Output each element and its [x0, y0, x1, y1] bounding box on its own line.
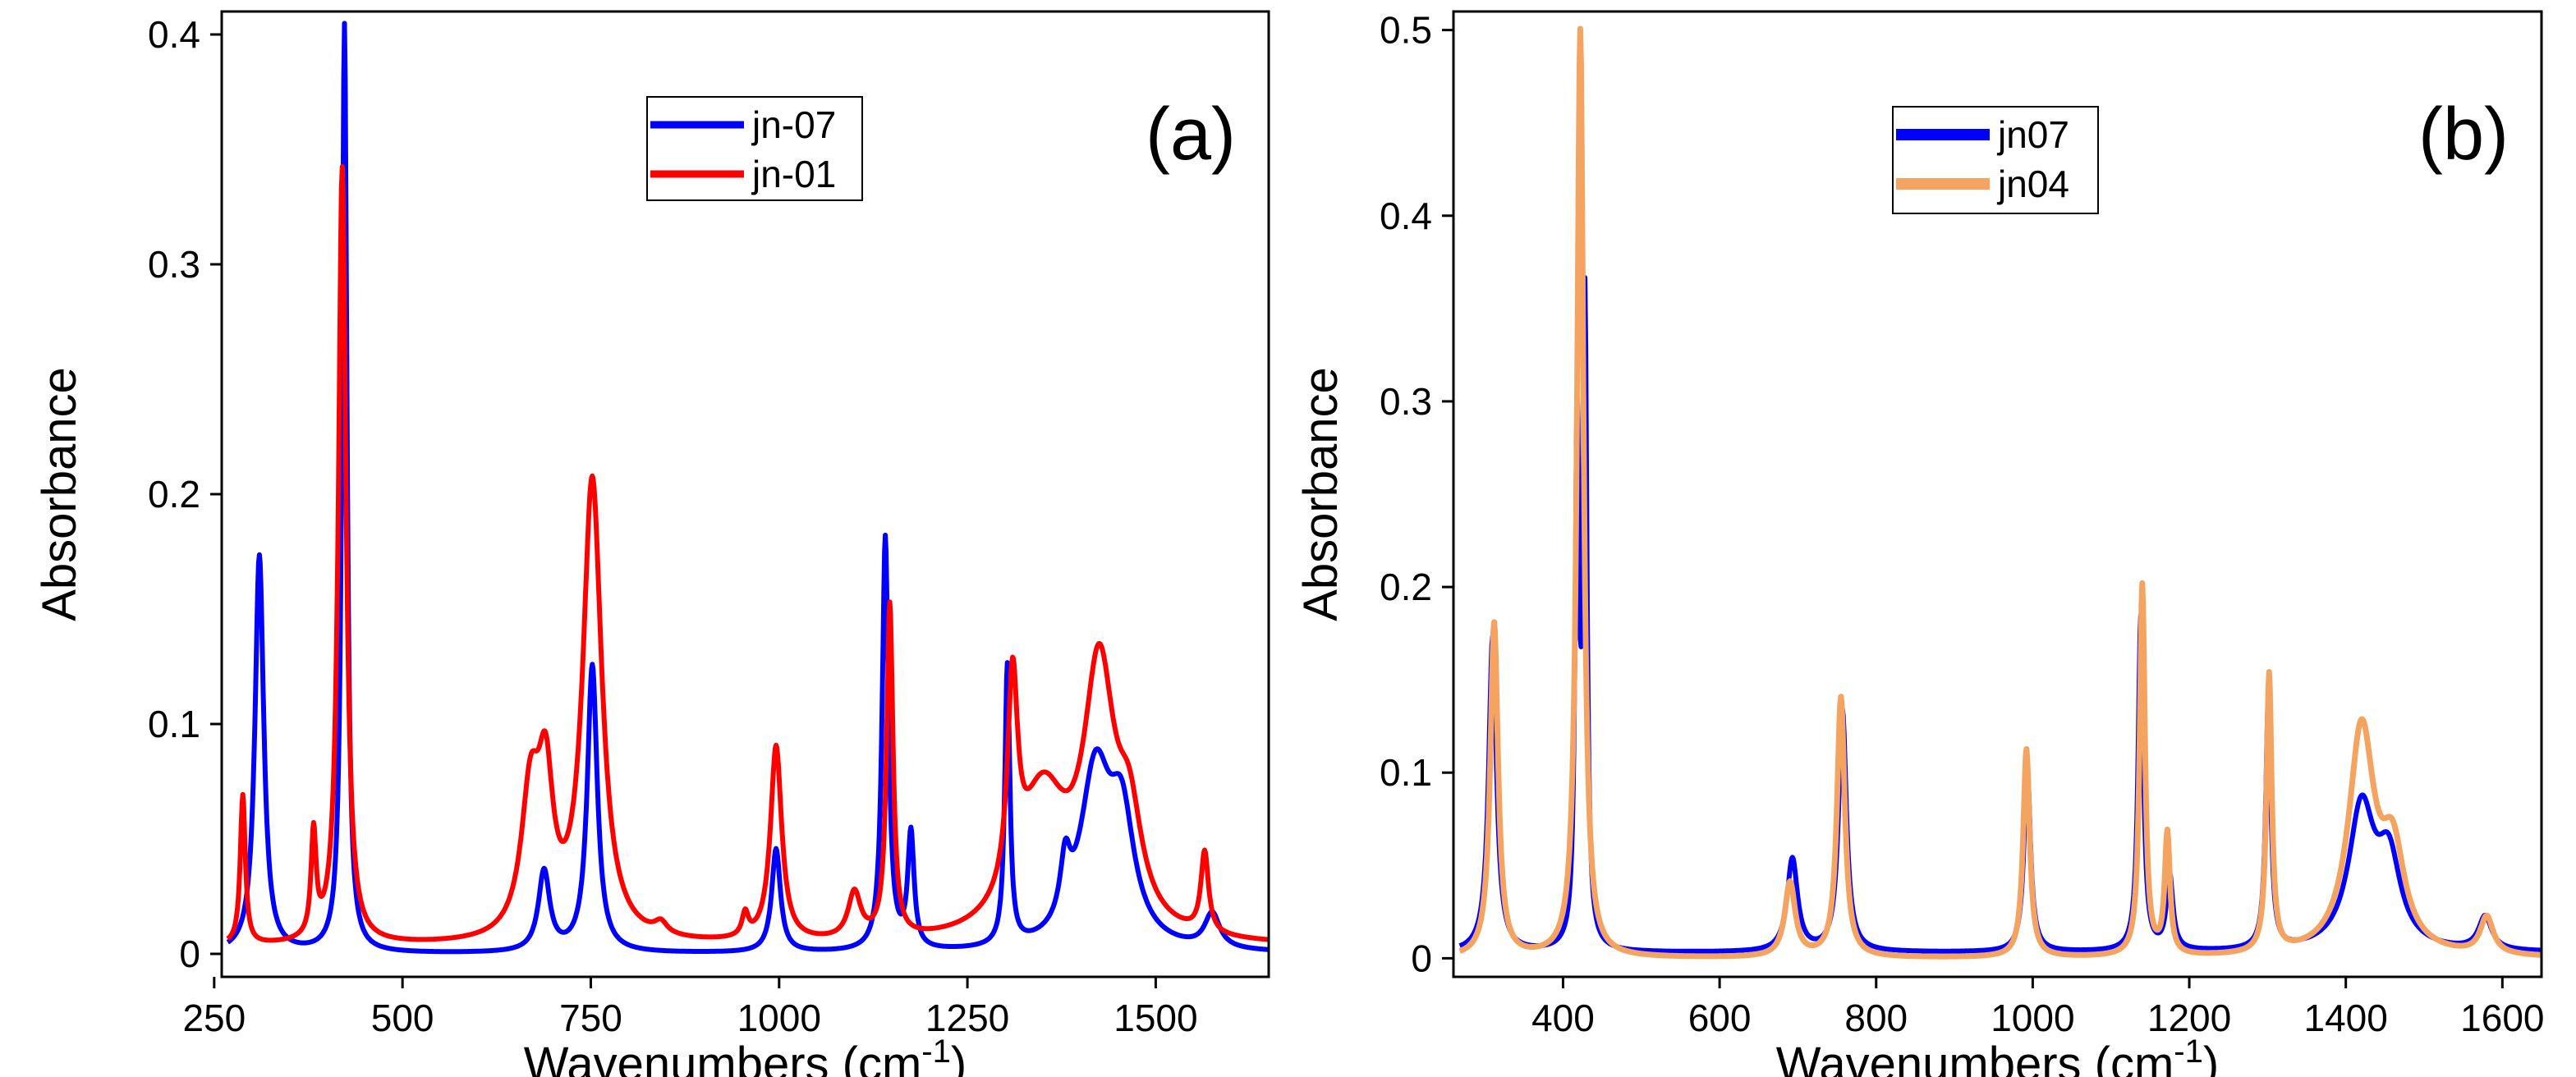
- y-tick-label: 0: [1411, 937, 1432, 979]
- x-tick-label: 600: [1688, 997, 1752, 1039]
- series-line-jn-01: [226, 163, 1269, 943]
- legend-box-b: [1892, 106, 2099, 214]
- x-tick-label: 500: [371, 997, 434, 1039]
- ticks-b: 400 600 800 1000 1200 1400 1600 0 0.1 0.2 0.3 0.4 0.…: [1380, 9, 2544, 1039]
- series-layer-b: [1458, 25, 2542, 960]
- ticks-a: 250 500 750 1000 1250 1500 0 0.1 0.2 0.3 0.4: [148, 13, 1198, 1039]
- y-tick-label: 0.2: [148, 473, 200, 516]
- x-tick-label: 400: [1531, 997, 1595, 1039]
- x-axis-label-b: Wavenumbers (cm-1): [1776, 1033, 2219, 1077]
- x-tick-label: 1400: [2304, 997, 2388, 1039]
- legend-b: jn07 jn04: [1892, 106, 2099, 214]
- y-tick-label: 0.2: [1380, 566, 1432, 608]
- y-axis-label-b: Absorbance: [1294, 367, 1348, 621]
- series-line-jn04: [1458, 25, 2542, 960]
- legend-label-jn04: jn04: [1996, 163, 2069, 205]
- legend-label-jn-01: jn-01: [751, 153, 836, 195]
- y-tick-label: 0.4: [1380, 195, 1432, 237]
- legend-label-jn07: jn07: [1996, 113, 2069, 156]
- plot-frame-b: [1452, 10, 2543, 978]
- y-axis-label-a: Absorbance: [33, 367, 86, 621]
- series-layer-a: [226, 21, 1269, 955]
- legend-a: jn-07 jn-01: [646, 96, 863, 201]
- legend-box-a: [646, 96, 863, 201]
- y-tick-label: 0.5: [1380, 9, 1432, 52]
- y-tick-label: 0.3: [148, 243, 200, 286]
- y-tick-label: 0.1: [148, 703, 200, 745]
- x-tick-label: 1500: [1114, 997, 1197, 1039]
- y-tick-label: 0.4: [148, 13, 200, 56]
- x-tick-label: 250: [182, 997, 246, 1039]
- panel-label-b: (b): [2418, 94, 2509, 176]
- panel-label-a: (a): [1146, 94, 1236, 176]
- y-tick-label: 0: [179, 933, 200, 975]
- chart-panel-b: 400 600 800 1000 1200 1400 1600 0 0.1 0.2 0.3 0.4 0.…: [1294, 9, 2545, 1077]
- x-tick-label: 1000: [1991, 997, 2074, 1039]
- series-line-jn07: [1458, 275, 2542, 954]
- chart-panel-a: 250 500 750 1000 1250 1500 0 0.1 0.2 0.3 0.4 (a) j…: [33, 10, 1270, 1077]
- legend-label-jn-07: jn-07: [751, 103, 836, 146]
- y-tick-label: 0.1: [1380, 751, 1432, 794]
- x-tick-label: 1250: [925, 997, 1009, 1039]
- x-tick-label: 750: [559, 997, 622, 1039]
- series-line-jn-07: [226, 21, 1269, 955]
- x-tick-label: 800: [1844, 997, 1908, 1039]
- x-tick-label: 1000: [737, 997, 821, 1039]
- x-tick-label: 1200: [2147, 997, 2231, 1039]
- x-tick-label: 1600: [2460, 997, 2544, 1039]
- y-tick-label: 0.3: [1380, 380, 1432, 423]
- x-axis-label-a: Wavenumbers (cm-1): [524, 1033, 967, 1077]
